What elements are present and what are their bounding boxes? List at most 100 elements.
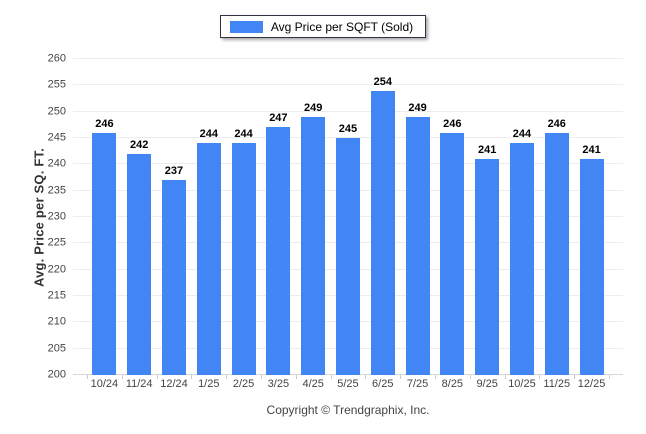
bar-slot-7/25: 249 [405,59,430,375]
bar-value-label: 245 [338,123,358,135]
gridline [73,58,623,59]
bar-slot-11/25: 246 [544,59,569,375]
x-axis-tick [121,375,123,379]
bar-slot-2/25: 244 [231,59,256,375]
y-tick-label: 255 [47,78,66,91]
y-tick-label: 215 [47,289,66,302]
bar [127,153,152,375]
y-tick-label: 235 [47,184,66,197]
bar-value-label: 244 [512,128,532,141]
bar-series: 246 242 237 244 244 247 249 245 254 249 246 241 244 2… [73,59,623,375]
bar-value-label: 247 [269,112,288,125]
y-tick-label: 260 [47,52,66,65]
legend: Avg Price per SQFT (Sold) [0,15,646,38]
x-tick-label: 12/24 [160,378,188,390]
bar [196,143,221,375]
x-axis-tick [609,375,610,379]
bar-slot-11/24: 242 [127,59,152,375]
bar-slot-9/25: 241 [475,59,500,375]
bar-slot-12/25: 241 [579,59,604,375]
legend-label: Avg Price per SQFT (Sold) [270,19,414,34]
bar [92,132,117,375]
bar [440,132,465,375]
bar-value-label: 241 [477,144,497,157]
x-tick-label: 7/25 [406,378,429,390]
y-tick-label: 200 [47,368,66,381]
bar-slot-3/25: 247 [266,59,291,375]
bar-value-label: 246 [443,117,462,130]
y-tick-label: 245 [47,131,66,144]
bar [579,159,604,375]
gridline [73,137,623,138]
x-axis-tick [156,375,158,379]
legend-box: Avg Price per SQFT (Sold) [219,15,427,38]
bar-value-label: 249 [303,101,323,114]
bar-slot-1/25: 244 [196,59,221,375]
bar-value-label: 237 [164,165,184,178]
x-axis-labels: 10/24 11/24 12/24 1/25 2/25 3/25 4/25 5/25 6/25 7… [73,379,623,390]
x-axis-tick [330,375,332,379]
x-tick-label: 6/25 [372,378,394,390]
bar-value-label: 246 [547,117,566,130]
y-tick-label: 250 [47,105,66,118]
gridline [73,110,623,112]
x-tick-label: 11/25 [543,378,571,390]
x-axis-tick [504,375,506,379]
y-tick-label: 225 [47,236,66,249]
y-tick-label: 230 [47,210,66,223]
x-tick-label: 3/25 [267,378,290,390]
bar [475,159,500,375]
x-axis-tick [400,375,402,379]
bar [335,138,360,375]
bar-slot-6/25: 254 [370,59,395,375]
x-axis-tick [365,375,367,379]
bar [509,143,534,375]
bar [231,143,256,375]
bar-value-label: 241 [582,144,601,157]
x-axis-tick [191,375,193,379]
bar-slot-8/25: 246 [440,59,465,375]
footer-copyright: Copyright © Trendgraphix, Inc. [266,403,430,417]
x-axis-tick [539,375,541,379]
bar [266,127,291,375]
bar-slot-10/25: 244 [509,59,534,375]
bar [161,180,186,375]
legend-swatch-icon [229,20,263,33]
x-axis-tick [469,375,471,379]
y-tick-label: 210 [47,315,66,328]
x-tick-label: 12/25 [577,378,606,390]
x-axis-tick [226,375,228,379]
x-tick-label: 1/25 [198,378,220,390]
bar-slot-4/25: 249 [301,59,326,375]
y-axis-tick-labels: 200 205 210 215 220 225 230 235 240 245 250 255 260 [0,53,69,380]
bar [544,132,569,375]
x-tick-label: 8/25 [441,378,464,390]
bar-value-label: 246 [95,117,114,130]
x-tick-label: 4/25 [302,378,324,390]
y-tick-label: 205 [47,342,66,355]
bar [405,116,430,375]
bar-slot-5/25: 245 [335,59,360,375]
x-tick-label: 9/25 [476,378,498,390]
x-tick-label: 11/24 [125,378,153,390]
bar-slot-10/24: 246 [92,59,117,375]
x-tick-label: 10/24 [90,378,119,390]
x-tick-label: 2/25 [232,378,255,390]
bar [301,116,326,375]
bar [370,90,395,375]
gridline [73,84,623,86]
bar-value-label: 244 [234,128,253,141]
x-axis-tick [295,375,297,379]
y-tick-label: 240 [47,157,66,170]
bar-value-label: 242 [130,138,149,151]
x-axis-tick [261,375,262,379]
x-axis-tick [435,375,436,379]
bar-value-label: 249 [408,101,427,114]
x-axis-tick [574,375,576,379]
x-axis-tick [87,375,88,379]
y-tick-label: 220 [47,263,66,276]
bar-slot-12/24: 237 [161,59,186,375]
x-tick-label: 10/25 [508,378,536,390]
bar-value-label: 244 [199,128,218,141]
